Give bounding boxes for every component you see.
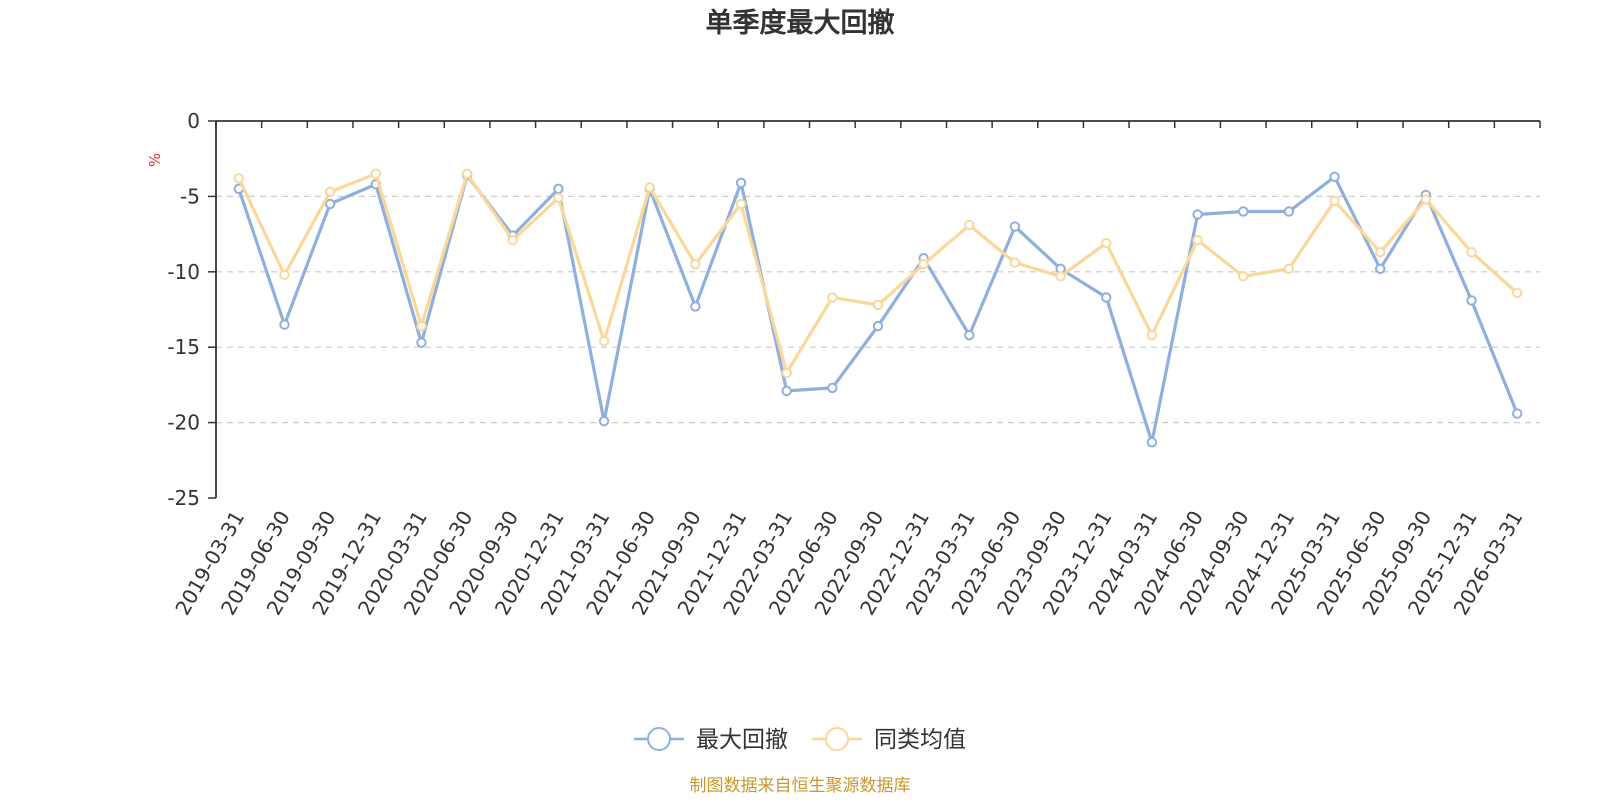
legend-marker-icon bbox=[647, 727, 671, 751]
data-point bbox=[1009, 221, 1021, 232]
data-point bbox=[553, 192, 564, 204]
data-point bbox=[279, 319, 290, 330]
legend-item[interactable]: 同类均值 bbox=[812, 727, 966, 753]
data-point bbox=[690, 259, 701, 270]
data-point bbox=[1238, 206, 1249, 217]
data-point bbox=[781, 367, 792, 379]
data-point bbox=[1466, 295, 1477, 306]
data-point bbox=[1192, 234, 1203, 246]
data-point bbox=[1329, 195, 1340, 207]
data-point bbox=[370, 168, 381, 179]
y-tick-label: -5 bbox=[180, 184, 200, 208]
data-point bbox=[964, 329, 975, 341]
data-point bbox=[781, 385, 792, 397]
legend-marker-icon bbox=[825, 727, 849, 751]
data-point bbox=[872, 320, 884, 332]
data-point bbox=[1283, 206, 1295, 217]
data-point bbox=[324, 198, 336, 210]
data-point bbox=[1283, 263, 1295, 274]
data-point bbox=[279, 269, 290, 281]
data-point bbox=[644, 182, 655, 193]
data-point bbox=[827, 292, 838, 303]
series-line bbox=[237, 172, 1519, 375]
data-point bbox=[1055, 271, 1066, 282]
legend-item[interactable]: 最大回撤 bbox=[634, 727, 788, 753]
y-tick-label: -15 bbox=[167, 335, 200, 359]
data-point bbox=[1375, 263, 1386, 274]
data-point bbox=[416, 337, 427, 348]
data-point bbox=[690, 301, 701, 312]
source-note: 制图数据来自恒生聚源数据库 bbox=[690, 776, 911, 796]
data-point bbox=[735, 177, 747, 189]
data-point bbox=[1375, 246, 1386, 258]
y-tick-label: 0 bbox=[187, 109, 200, 133]
data-point bbox=[1009, 257, 1021, 268]
data-point bbox=[598, 335, 610, 347]
data-point bbox=[1329, 171, 1340, 182]
y-tick-label: -25 bbox=[167, 486, 200, 510]
y-axis-unit-label: % bbox=[146, 153, 164, 167]
data-point bbox=[461, 168, 473, 179]
data-point bbox=[1238, 271, 1249, 282]
legend-label: 最大回撤 bbox=[696, 727, 788, 753]
axes bbox=[215, 120, 1540, 498]
chart-title: 单季度最大回撤 bbox=[706, 7, 895, 39]
data-point bbox=[1511, 287, 1523, 299]
data-point bbox=[1511, 408, 1523, 419]
y-tick-label: -20 bbox=[167, 411, 200, 435]
data-point bbox=[1101, 237, 1112, 249]
data-point bbox=[1192, 209, 1203, 220]
legend-label: 同类均值 bbox=[874, 727, 966, 753]
data-point bbox=[233, 173, 245, 184]
data-point bbox=[735, 198, 747, 210]
data-point bbox=[553, 183, 564, 195]
data-point bbox=[598, 415, 610, 427]
data-point bbox=[872, 299, 884, 311]
data-point bbox=[1146, 329, 1158, 341]
data-point bbox=[507, 234, 518, 246]
data-point bbox=[1466, 246, 1477, 258]
data-point bbox=[827, 382, 838, 394]
data-point bbox=[964, 219, 975, 231]
series-group bbox=[233, 168, 1523, 448]
data-point bbox=[324, 186, 336, 198]
series-peer-average bbox=[233, 168, 1523, 379]
y-tick-label: -10 bbox=[167, 260, 200, 284]
data-point bbox=[1101, 292, 1112, 303]
y-axis-ticks: 0 -5 -10 -15 -20 -25 bbox=[167, 109, 216, 510]
data-point bbox=[1146, 437, 1158, 448]
data-point bbox=[1420, 194, 1432, 205]
data-point bbox=[918, 259, 929, 270]
legend[interactable]: 最大回撤 同类均值 bbox=[634, 727, 966, 753]
data-point bbox=[416, 320, 427, 332]
